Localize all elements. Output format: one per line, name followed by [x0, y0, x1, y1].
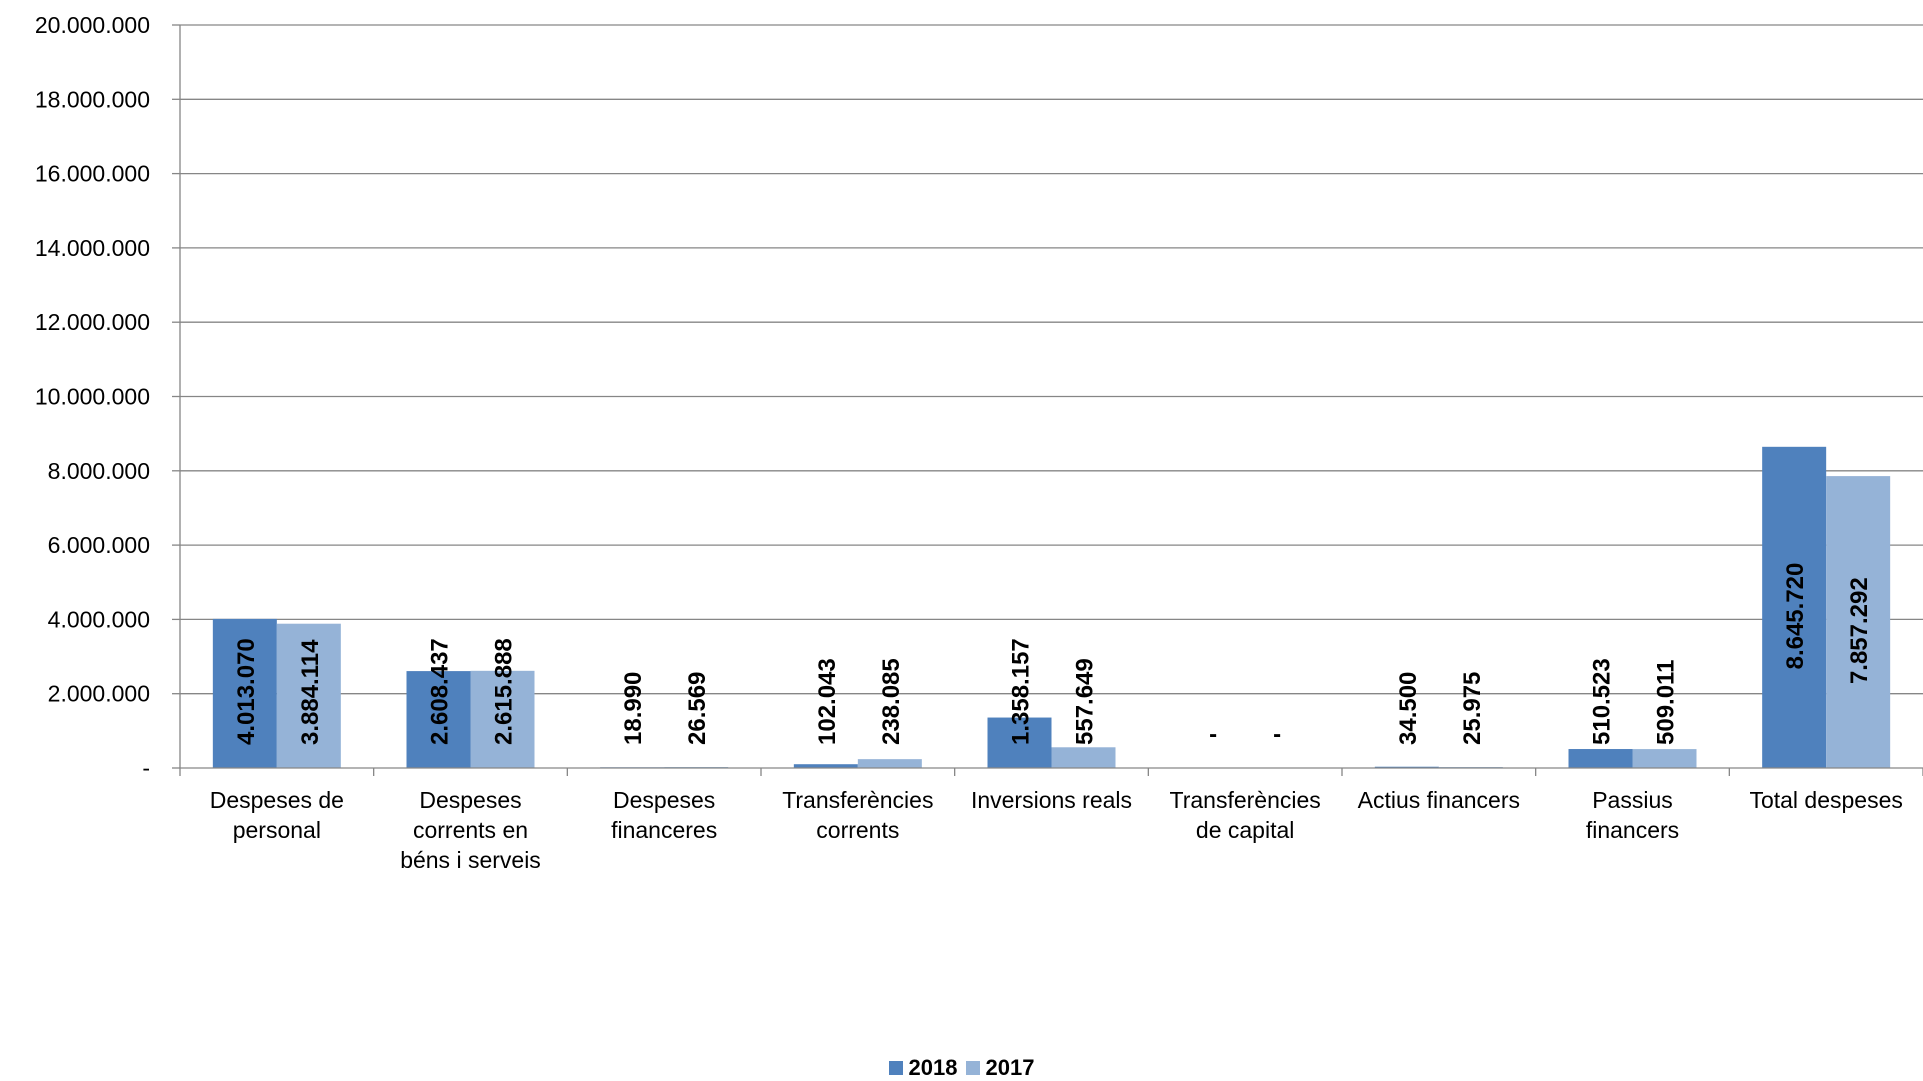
bar-2018 [1568, 749, 1633, 768]
data-label: 2.615.888 [491, 638, 518, 745]
bar-2018 [1762, 446, 1827, 768]
legend: 2018 2017 [0, 1055, 1923, 1081]
data-label: 238.085 [878, 658, 905, 745]
y-axis: - 2.000.000 4.000.000 6.000.000 8.000.000 10.… [35, 12, 181, 781]
legend-label: 2017 [985, 1055, 1035, 1080]
bar-2018 [212, 618, 277, 768]
x-category-label: Actius financers [1358, 787, 1520, 813]
x-category-label: Transferències corrents [782, 787, 933, 843]
y-tick-label: 6.000.000 [48, 532, 150, 558]
x-axis: Despeses de personal Despeses corrents en bé… [179, 767, 1923, 873]
y-tick-label: 2.000.000 [48, 681, 150, 707]
data-label: - [1209, 721, 1217, 748]
data-label: 1.358.157 [1008, 638, 1035, 745]
data-label: 2.608.437 [427, 638, 454, 745]
bar-2017 [857, 759, 922, 768]
legend-label: 2018 [908, 1055, 958, 1080]
data-label: - [1273, 721, 1281, 748]
y-tick-label: - [142, 755, 150, 781]
data-label: 3.884.114 [297, 639, 324, 745]
x-category-label: Despeses corrents en béns i serveis [400, 787, 541, 873]
y-tick-label: 12.000.000 [35, 309, 150, 335]
data-label: 25.975 [1459, 672, 1486, 745]
bar-2017 [1632, 749, 1697, 768]
bar-2018 [406, 671, 471, 768]
bar-2018 [793, 764, 858, 768]
legend-swatch [965, 1061, 980, 1075]
x-category-label: Despeses de personal [210, 787, 344, 843]
y-tick-label: 10.000.000 [35, 384, 150, 410]
bar-2017 [276, 623, 341, 768]
legend-item-2017: 2017 [965, 1055, 1035, 1081]
data-label: 557.649 [1072, 658, 1099, 745]
data-label: 102.043 [814, 658, 841, 745]
data-label: 8.645.720 [1782, 563, 1809, 670]
gridlines [180, 24, 1923, 695]
y-tick-label: 18.000.000 [35, 86, 150, 112]
x-category-label: Inversions reals [971, 787, 1132, 813]
bar-2017 [1051, 747, 1116, 768]
data-labels: 4.013.070 3.884.114 2.608.437 2.615.888 18.9… [233, 563, 1873, 748]
y-tick-label: 20.000.000 [35, 12, 150, 38]
x-category-label: Total despeses [1749, 787, 1902, 813]
x-category-label: Despeses financeres [611, 787, 717, 843]
y-tick-label: 14.000.000 [35, 235, 150, 261]
bar-2017 [470, 670, 535, 768]
y-tick-label: 8.000.000 [48, 458, 150, 484]
bars [212, 446, 1891, 768]
bar-2017 [1826, 476, 1891, 768]
legend-item-2018: 2018 [888, 1055, 958, 1081]
data-label: 509.011 [1653, 660, 1680, 745]
y-tick-label: 16.000.000 [35, 161, 150, 187]
y-tick-label: 4.000.000 [48, 606, 150, 632]
data-label: 4.013.070 [233, 638, 260, 745]
legend-swatch [888, 1061, 903, 1075]
data-label: 26.569 [684, 672, 711, 745]
data-label: 34.500 [1395, 672, 1422, 745]
x-category-label: Transferències de capital [1170, 787, 1321, 843]
x-category-label: Passius financers [1586, 787, 1679, 843]
bar-2018 [987, 717, 1052, 768]
data-label: 7.857.292 [1846, 577, 1873, 684]
data-label: 18.990 [620, 672, 647, 745]
data-label: 510.523 [1589, 658, 1616, 745]
